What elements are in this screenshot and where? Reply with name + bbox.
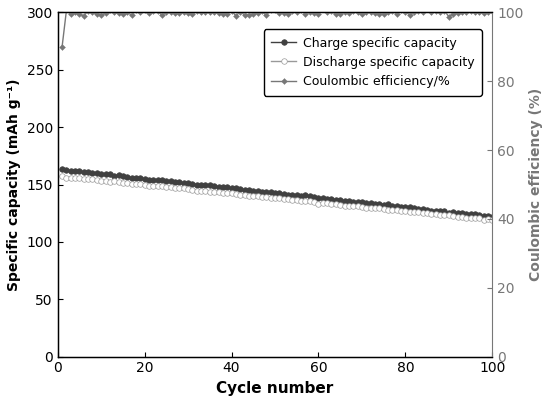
Coulombic efficiency/% (59, 44, 65, 49)
Discharge specific capacity (280, 196, 287, 201)
Charge specific capacity (315, 195, 322, 200)
Discharge specific capacity (468, 216, 474, 220)
Discharge specific capacity (159, 183, 166, 188)
Coulombic efficiency/% (159, 12, 166, 17)
Charge specific capacity (489, 215, 496, 220)
X-axis label: Cycle number: Cycle number (216, 381, 334, 396)
Charge specific capacity (159, 177, 166, 182)
Charge specific capacity (468, 212, 474, 216)
Line: Coulombic efficiency/%: Coulombic efficiency/% (60, 6, 494, 49)
Discharge specific capacity (141, 183, 148, 188)
Coulombic efficiency/% (424, 6, 431, 11)
Line: Discharge specific capacity: Discharge specific capacity (59, 174, 495, 223)
Coulombic efficiency/% (459, 9, 465, 14)
Charge specific capacity (141, 177, 148, 181)
Coulombic efficiency/% (280, 10, 287, 15)
Charge specific capacity (59, 167, 65, 172)
Coulombic efficiency/% (315, 11, 322, 16)
Legend: Charge specific capacity, Discharge specific capacity, Coulombic efficiency/%: Charge specific capacity, Discharge spec… (264, 29, 482, 96)
Discharge specific capacity (315, 201, 322, 206)
Y-axis label: Specific capacity (mAh g⁻¹): Specific capacity (mAh g⁻¹) (7, 78, 21, 291)
Coulombic efficiency/% (489, 8, 496, 13)
Line: Charge specific capacity: Charge specific capacity (59, 166, 495, 220)
Discharge specific capacity (489, 218, 496, 223)
Coulombic efficiency/% (471, 9, 478, 14)
Charge specific capacity (454, 210, 461, 215)
Coulombic efficiency/% (141, 8, 148, 13)
Discharge specific capacity (59, 174, 65, 179)
Y-axis label: Coulombic efficiency (%): Coulombic efficiency (%) (529, 88, 543, 281)
Charge specific capacity (280, 191, 287, 196)
Discharge specific capacity (454, 214, 461, 219)
